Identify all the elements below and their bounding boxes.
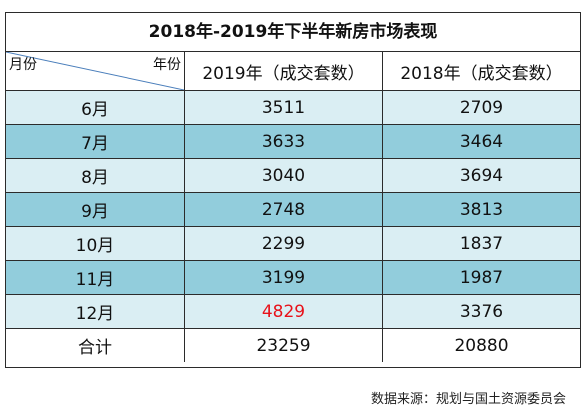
table-row: 8月 3040 3694 xyxy=(6,159,580,193)
value-2019-cell: 3511 xyxy=(185,91,383,124)
value-2019-cell: 3633 xyxy=(185,125,383,158)
table-row: 12月 4829 3376 xyxy=(6,295,580,329)
header-2018: 2018年（成交套数） xyxy=(382,52,580,90)
table-row: 9月 2748 3813 xyxy=(6,193,580,227)
month-cell: 10月 xyxy=(6,227,185,260)
source-note: 数据来源：规划与国土资源委员会 xyxy=(370,392,566,407)
value-2019-cell: 3199 xyxy=(185,261,383,294)
table-row: 11月 3199 1987 xyxy=(6,261,580,295)
value-2019-cell: 2748 xyxy=(185,193,383,226)
table-row: 7月 3633 3464 xyxy=(6,125,580,159)
total-row: 合计 23259 20880 xyxy=(6,329,580,362)
value-2018-cell: 3376 xyxy=(459,301,504,322)
total-label: 合计 xyxy=(6,329,185,362)
header-row: 月份 年份 2019年（成交套数） 2018年（成交套数） xyxy=(6,52,580,91)
value-2019-cell-highlighted: 4829 xyxy=(185,295,383,328)
corner-col-label: 年份 xyxy=(153,57,181,73)
value-2019-cell: 3040 xyxy=(185,159,383,192)
table-row: 10月 2299 1837 xyxy=(6,227,580,261)
table-title: 2018年-2019年下半年新房市场表现 xyxy=(6,13,580,52)
value-2018-cell: 3694 xyxy=(459,165,504,186)
table-row: 6月 3511 2709 xyxy=(6,91,580,125)
value-2018-cell: 1837 xyxy=(459,233,504,254)
diagonal-line xyxy=(6,52,184,90)
total-2018: 20880 xyxy=(454,335,509,356)
value-2018-cell: 2709 xyxy=(459,97,504,118)
corner-row-label: 月份 xyxy=(9,57,37,73)
month-cell: 6月 xyxy=(6,91,185,124)
data-table: 2018年-2019年下半年新房市场表现 月份 年份 2019年（成交套数） 2… xyxy=(5,12,581,368)
month-cell: 8月 xyxy=(6,159,185,192)
value-2019-cell: 2299 xyxy=(185,227,383,260)
value-2018-cell: 3813 xyxy=(459,199,504,220)
month-cell: 11月 xyxy=(6,261,185,294)
diagonal-header-cell: 月份 年份 xyxy=(6,52,185,90)
value-2018-cell: 3464 xyxy=(459,131,504,152)
header-2019: 2019年（成交套数） xyxy=(202,63,365,84)
month-cell: 9月 xyxy=(6,193,185,226)
total-2019: 23259 xyxy=(185,329,383,362)
month-cell: 12月 xyxy=(6,295,185,328)
month-cell: 7月 xyxy=(6,125,185,158)
value-2018-cell: 1987 xyxy=(459,267,504,288)
